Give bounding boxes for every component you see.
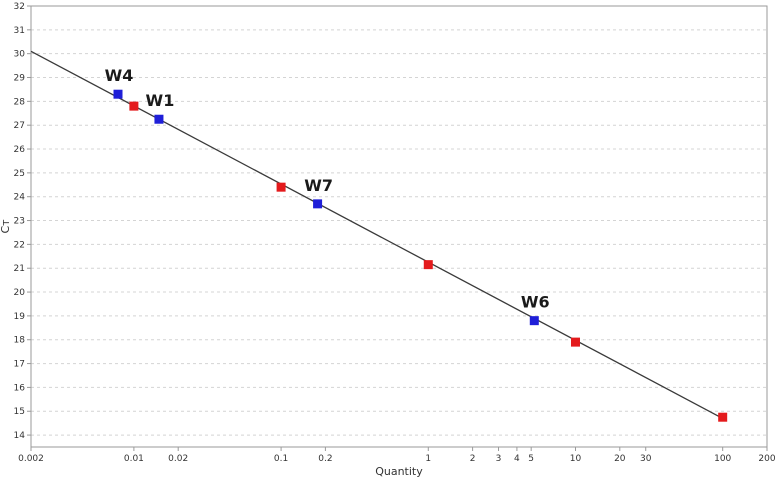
x-tick-label: 0.1: [274, 454, 288, 464]
x-tick-label: 5: [528, 454, 534, 464]
data-point: [570, 337, 580, 347]
y-tick-label: 16: [14, 383, 26, 393]
plot-area: [30, 5, 768, 448]
y-tick-label: 32: [14, 2, 25, 12]
y-tick-label: 20: [14, 288, 26, 298]
data-point: [718, 412, 728, 422]
x-tick-label: 20: [614, 454, 626, 464]
point-label: W1: [146, 91, 175, 110]
point-label: W7: [304, 176, 333, 195]
y-tick-label: 27: [14, 121, 25, 131]
y-tick-label: 24: [14, 193, 26, 203]
data-point: [129, 101, 139, 111]
y-tick-label: 29: [14, 74, 26, 84]
x-tick-label: 4: [514, 454, 520, 464]
y-tick-label: 17: [14, 360, 25, 370]
x-tick-label: 10: [570, 454, 582, 464]
data-point: [313, 199, 323, 209]
point-label: W4: [105, 66, 134, 85]
x-tick-label: 0.2: [318, 454, 332, 464]
y-tick-label: 25: [14, 169, 25, 179]
point-annotations: W4 W1 W7 W6: [105, 66, 550, 311]
x-tick-label: 0.01: [124, 454, 144, 464]
y-axis-label: Cᴛ: [0, 219, 12, 234]
y-tick-label: 30: [14, 50, 26, 60]
x-tick-label: 30: [640, 454, 652, 464]
x-tick-label: 1: [425, 454, 431, 464]
y-tick-label: 18: [14, 336, 26, 346]
regression-line: [30, 50, 723, 419]
x-tick-label: 100: [714, 454, 731, 464]
x-tick-label: 2: [470, 454, 476, 464]
x-tick-label: 0.02: [168, 454, 188, 464]
y-tick-label: 19: [14, 312, 26, 322]
x-tick-label: 200: [758, 454, 775, 464]
x-axis-ticks: 0.002 0.01 0.02 0.1 0.2 1 2 3 4 5 10 20 30 100 200: [18, 447, 776, 464]
y-tick-label: 22: [14, 240, 25, 250]
point-label: W6: [521, 293, 550, 312]
y-tick-label: 15: [14, 407, 25, 417]
x-axis-label: Quantity: [375, 465, 423, 478]
data-point: [154, 114, 164, 124]
x-tick-label: 0.002: [18, 454, 44, 464]
y-tick-label: 23: [14, 217, 25, 227]
y-tick-label: 21: [14, 264, 25, 274]
y-tick-label: 14: [14, 431, 26, 441]
y-tick-label: 31: [14, 26, 25, 36]
data-point: [423, 260, 433, 270]
data-point: [529, 316, 539, 326]
y-tick-label: 28: [14, 97, 26, 107]
x-tick-label: 3: [496, 454, 502, 464]
data-points: [113, 89, 728, 422]
data-point: [276, 182, 286, 192]
y-axis-ticks: 14 15 16 17 18 19 20 21 22 23 24 25 26 27 28 29 30 31 32: [14, 2, 31, 441]
grid-lines: [31, 5, 767, 436]
y-tick-label: 26: [14, 145, 26, 155]
data-point: [113, 89, 123, 99]
